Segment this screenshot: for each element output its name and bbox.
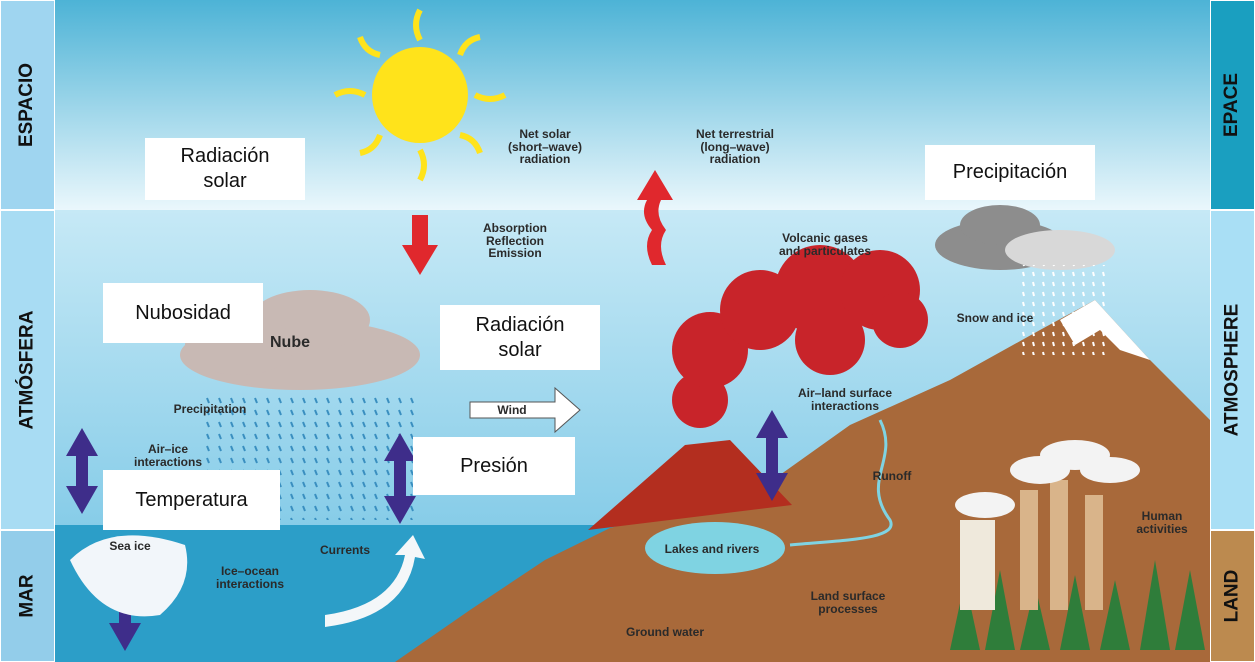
label: Ground water (626, 626, 704, 639)
text-box: Precipitación (925, 145, 1095, 200)
diagram: ESPACIO ATMÓSFERA MAR EPACE ATMOSPHERE L… (0, 0, 1255, 662)
label: Precipitation (174, 403, 247, 416)
label: Volcanic gases and particulates (779, 232, 871, 257)
side-panel: MAR (0, 530, 55, 662)
label: Ice–ocean interactions (216, 565, 284, 590)
label: Currents (320, 544, 370, 557)
side-label: ESPACIO (17, 63, 39, 147)
label: Human activities (1136, 510, 1187, 535)
text-box: Temperatura (103, 470, 280, 530)
side-label: LAND (1222, 570, 1244, 623)
text-box: Radiación solar (145, 138, 305, 200)
side-panel: ATMÓSFERA (0, 210, 55, 530)
label: Lakes and rivers (665, 543, 760, 556)
side-label: ATMÓSFERA (17, 311, 39, 430)
storm-cloud (1005, 230, 1115, 270)
label: Runoff (873, 470, 912, 483)
text-box: Radiación solar (440, 305, 600, 370)
label: Absorption Reflection Emission (483, 222, 547, 260)
label: Air–ice interactions (134, 443, 202, 468)
label: Snow and ice (957, 312, 1034, 325)
label: Sea ice (109, 540, 150, 553)
text-box: Nubosidad (103, 283, 263, 343)
side-label: EPACE (1222, 73, 1244, 137)
side-panel: EPACE (1210, 0, 1255, 210)
side-label: MAR (17, 574, 39, 617)
label: Air–land surface interactions (798, 387, 892, 412)
label: Net terrestrial (long–wave) radiation (696, 128, 774, 166)
label: Nube (270, 335, 310, 352)
label: Net solar (short–wave) radiation (508, 128, 582, 166)
snowfall (1015, 265, 1105, 355)
side-label: ATMOSPHERE (1222, 304, 1244, 437)
label: Wind (497, 404, 526, 417)
text-box: Presión (413, 437, 575, 495)
side-panel: ESPACIO (0, 0, 55, 210)
label: Land surface processes (811, 590, 886, 615)
side-panel: LAND (1210, 530, 1255, 662)
side-panel: ATMOSPHERE (1210, 210, 1255, 530)
